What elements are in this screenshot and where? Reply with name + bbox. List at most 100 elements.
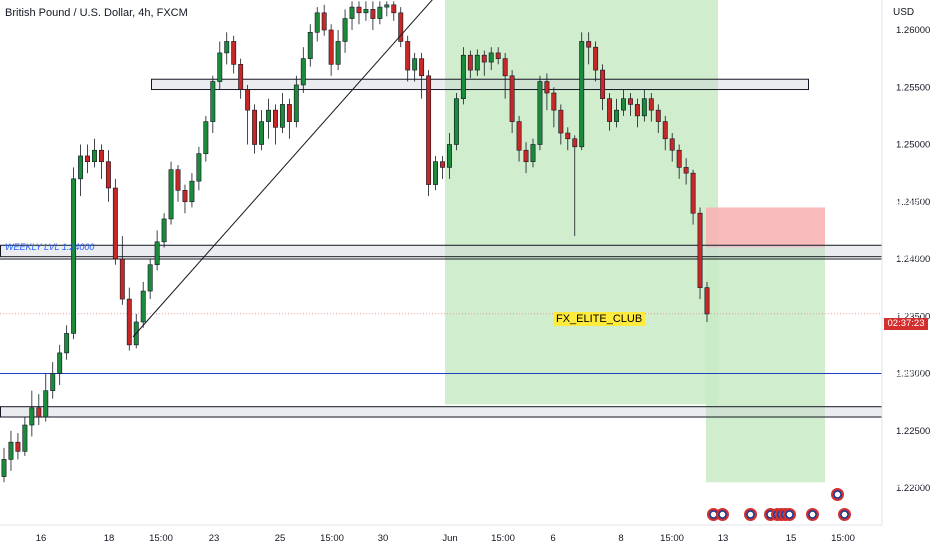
time-tick-label: 6	[550, 533, 555, 544]
price-tag-blue: 1.23000	[887, 368, 925, 379]
us-flag-icon[interactable]	[783, 508, 796, 521]
candle-body	[621, 98, 626, 111]
sr-zone	[0, 406, 883, 418]
time-tick-label: 15:00	[831, 533, 855, 544]
candle-body	[349, 6, 355, 19]
target-zone	[706, 247, 825, 483]
candle-body	[544, 81, 550, 94]
candle-body	[641, 98, 647, 117]
candle-body	[272, 109, 278, 128]
price-tick-label: 1.25000	[896, 140, 930, 151]
price-tick-label: 1.23000	[896, 369, 930, 380]
candle-body	[217, 52, 223, 82]
candle-body	[224, 41, 230, 54]
candle-body	[335, 41, 341, 65]
us-flag-icon[interactable]	[838, 508, 851, 521]
candle-body	[502, 58, 508, 77]
candle-body	[85, 155, 90, 162]
candle-body	[391, 4, 397, 14]
candle-body	[252, 109, 258, 145]
candle-body	[384, 4, 390, 8]
candle-body	[551, 92, 557, 111]
candle-body	[586, 41, 592, 48]
candle-body	[300, 58, 306, 86]
time-tick-label: 13	[718, 533, 729, 544]
candle-body	[600, 69, 606, 99]
time-tick-label: Jun	[442, 533, 457, 544]
candle-body	[398, 12, 404, 42]
stop-loss-zone	[706, 207, 825, 248]
us-flag-icon[interactable]	[716, 508, 729, 521]
candle-body	[29, 407, 35, 426]
candle-body	[342, 18, 348, 42]
candle-body	[426, 75, 432, 185]
weekly-level-label: WEEKLY LVL 1.24000	[5, 242, 95, 252]
price-tag-last: 1.23522	[887, 307, 925, 318]
time-tick-label: 23	[209, 533, 220, 544]
candle-body	[460, 54, 466, 99]
candle-body	[488, 52, 494, 63]
candle-body	[50, 373, 56, 391]
candle-body	[579, 41, 585, 148]
candle-body	[321, 12, 327, 31]
us-flag-icon[interactable]	[806, 508, 819, 521]
candle-body	[370, 9, 376, 19]
candle-body	[377, 6, 383, 19]
candle-body	[245, 89, 251, 111]
candle-body	[481, 54, 487, 63]
currency-label: USD	[893, 7, 915, 18]
candle-body	[147, 264, 153, 292]
candle-body	[523, 149, 529, 162]
candle-body	[78, 155, 84, 180]
candle-body	[614, 109, 619, 122]
candle-body	[453, 98, 459, 145]
candle-body	[537, 81, 543, 145]
candle-body	[572, 138, 578, 148]
watermark-label: FX_ELITE_CLUB	[553, 312, 646, 326]
candle-body	[697, 212, 703, 288]
candle-body	[140, 290, 146, 323]
price-tag-zone: 1.22700	[887, 404, 925, 415]
time-tick-label: 15:00	[320, 533, 344, 544]
time-tick-label: 30	[378, 533, 389, 544]
candle-body	[634, 104, 640, 117]
price-tag-weekly: 1.24000	[887, 252, 925, 263]
candle-body	[231, 41, 237, 65]
us-flag-icon[interactable]	[831, 488, 844, 501]
candle-body	[210, 81, 216, 122]
candle-body	[648, 98, 654, 111]
candle-body	[98, 149, 104, 162]
candle-body	[57, 352, 63, 374]
candle-body	[516, 121, 522, 151]
candle-body	[704, 287, 710, 315]
price-tag-target: 1.22050	[887, 479, 925, 490]
time-tick-label: 16	[36, 533, 47, 544]
candle-body	[36, 407, 42, 418]
candle-body	[509, 75, 515, 122]
price-tick-label: 1.22500	[896, 426, 930, 437]
candle-body	[474, 54, 480, 71]
candle-body	[669, 138, 675, 151]
candle-body	[593, 46, 599, 71]
time-tick-label: 15:00	[149, 533, 173, 544]
candle-body	[105, 161, 111, 189]
price-tick-label: 1.23500	[896, 311, 930, 322]
candle-body	[676, 149, 682, 168]
sr-zone	[151, 78, 809, 91]
candle-body	[412, 58, 418, 71]
candle-body	[182, 190, 188, 203]
candle-body	[293, 84, 299, 122]
sr-zone	[0, 244, 883, 258]
candle-body	[64, 333, 70, 354]
time-tick-label: 15:00	[660, 533, 684, 544]
price-axis	[882, 0, 932, 550]
candle-body	[690, 172, 696, 214]
candle-body	[196, 153, 202, 182]
candle-body	[558, 109, 564, 134]
candle-body	[126, 298, 132, 346]
uk-flag-icon[interactable]	[744, 508, 757, 521]
candle-body	[530, 144, 536, 162]
candle-body	[405, 41, 411, 71]
candle-body	[447, 144, 452, 168]
